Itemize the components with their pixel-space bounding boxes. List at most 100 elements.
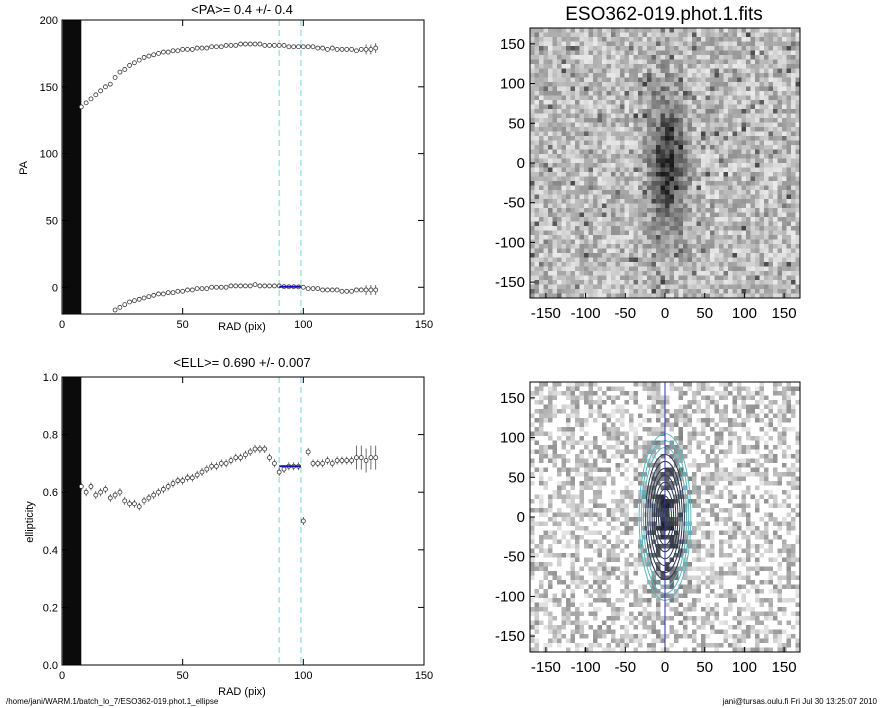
image-pixel bbox=[674, 418, 679, 423]
pa-data-point bbox=[214, 284, 219, 290]
image-pixel bbox=[575, 262, 580, 267]
image-pixel bbox=[629, 46, 634, 51]
image-pixel bbox=[791, 82, 796, 87]
pa-data-point bbox=[93, 92, 99, 98]
image-pixel bbox=[561, 118, 567, 123]
image-pixel bbox=[620, 190, 625, 195]
image-pixel bbox=[566, 244, 571, 249]
image-pixel bbox=[548, 253, 553, 258]
image-pixel bbox=[615, 203, 621, 209]
image-pixel bbox=[777, 391, 783, 396]
image-pixel bbox=[791, 118, 796, 123]
image-pixel bbox=[597, 440, 603, 446]
ell-data-point bbox=[107, 495, 113, 501]
image-pixel bbox=[629, 422, 634, 428]
image-pixel bbox=[588, 409, 594, 414]
image-pixel bbox=[543, 431, 549, 437]
image-pixel bbox=[768, 284, 774, 290]
image-pixel bbox=[746, 386, 751, 392]
image-pixel bbox=[737, 181, 742, 186]
image-pixel bbox=[597, 194, 603, 200]
image-pixel bbox=[629, 100, 634, 105]
image-pixel bbox=[660, 59, 666, 65]
image-pixel bbox=[791, 41, 796, 47]
image-pixel bbox=[651, 409, 657, 414]
image-pixel bbox=[642, 445, 648, 450]
image-pixel bbox=[575, 100, 580, 105]
image-pixel bbox=[552, 244, 558, 249]
image-pixel bbox=[737, 386, 742, 392]
image-pixel bbox=[750, 400, 756, 405]
ell-data-point bbox=[151, 492, 157, 498]
image-pixel bbox=[791, 248, 796, 254]
pa-data-point bbox=[228, 42, 234, 48]
image-pixel bbox=[534, 235, 540, 240]
image-pixel bbox=[629, 104, 634, 110]
ell-data-point bbox=[233, 455, 239, 461]
image-pixel bbox=[777, 176, 783, 182]
image-pixel bbox=[732, 440, 738, 446]
image-pixel bbox=[764, 221, 769, 227]
image-pixel bbox=[539, 95, 544, 101]
image-pixel bbox=[620, 154, 625, 159]
image-pixel bbox=[539, 271, 544, 276]
image-pixel bbox=[548, 284, 553, 290]
image-pixel bbox=[579, 145, 585, 150]
image-pixel bbox=[741, 289, 747, 294]
ell-data-point bbox=[204, 466, 210, 472]
image-pixel bbox=[566, 181, 571, 186]
image-pixel bbox=[710, 400, 715, 405]
image-pixel bbox=[534, 413, 540, 419]
image-pixel bbox=[687, 226, 693, 231]
image-pixel bbox=[633, 422, 639, 428]
image-pixel bbox=[606, 154, 612, 159]
image-pixel bbox=[791, 271, 796, 276]
image-pixel bbox=[656, 181, 661, 186]
image-pixel bbox=[651, 280, 657, 285]
image-pixel bbox=[782, 239, 787, 245]
image-pixel bbox=[705, 266, 711, 272]
image-pixel bbox=[777, 275, 783, 281]
image-pixel bbox=[705, 409, 711, 414]
image-pixel bbox=[746, 293, 751, 299]
image-pixel bbox=[660, 203, 666, 209]
image-pixel bbox=[606, 293, 612, 299]
image-pixel bbox=[620, 149, 625, 155]
image-pixel bbox=[579, 253, 585, 258]
image-pixel bbox=[620, 64, 625, 69]
image-pixel bbox=[624, 257, 630, 263]
image-pixel bbox=[777, 50, 783, 56]
image-pixel bbox=[539, 427, 544, 432]
image-pixel bbox=[746, 136, 751, 141]
image-pixel bbox=[764, 122, 769, 128]
image-pixel bbox=[701, 230, 706, 236]
image-pixel bbox=[764, 230, 769, 236]
image-pixel bbox=[620, 280, 625, 285]
image-pixel bbox=[620, 289, 625, 294]
image-pixel bbox=[728, 77, 733, 83]
pa-data-point bbox=[160, 291, 166, 297]
image-pixel bbox=[759, 391, 765, 396]
image-pixel bbox=[777, 113, 783, 119]
image-pixel bbox=[669, 64, 675, 69]
image-pixel bbox=[611, 55, 616, 60]
image-pixel bbox=[723, 127, 729, 132]
image-pixel bbox=[584, 203, 589, 209]
image-pixel bbox=[629, 167, 634, 173]
image-pixel bbox=[669, 190, 675, 195]
image-pixel bbox=[759, 118, 765, 123]
image-pixel bbox=[539, 163, 544, 168]
image-pixel bbox=[552, 230, 558, 236]
image-pixel bbox=[660, 104, 666, 110]
image-pixel bbox=[759, 172, 765, 177]
image-pixel bbox=[741, 118, 747, 123]
image-pixel bbox=[575, 400, 580, 405]
image-pixel bbox=[795, 203, 801, 209]
image-pixel bbox=[755, 404, 760, 410]
image-pixel bbox=[764, 199, 769, 204]
image-pixel bbox=[588, 176, 594, 182]
image-pixel bbox=[588, 113, 594, 119]
image-pixel bbox=[786, 244, 792, 249]
image-pixel bbox=[768, 418, 774, 423]
pa-data-point bbox=[189, 47, 195, 52]
